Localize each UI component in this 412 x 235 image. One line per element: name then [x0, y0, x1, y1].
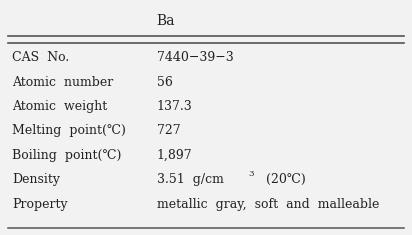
Text: 1,897: 1,897 — [157, 149, 192, 162]
Text: Density: Density — [12, 173, 61, 186]
Text: 3.51  g/cm: 3.51 g/cm — [157, 173, 223, 186]
Text: 727: 727 — [157, 124, 180, 137]
Text: Melting  point(℃): Melting point(℃) — [12, 124, 126, 137]
Text: CAS  No.: CAS No. — [12, 51, 70, 64]
Text: Atomic  weight: Atomic weight — [12, 100, 108, 113]
Text: 3: 3 — [248, 170, 253, 178]
Text: metallic  gray,  soft  and  malleable: metallic gray, soft and malleable — [157, 198, 379, 211]
Text: 7440−39−3: 7440−39−3 — [157, 51, 233, 64]
Text: Boiling  point(℃): Boiling point(℃) — [12, 149, 122, 162]
Text: Ba: Ba — [157, 14, 175, 28]
Text: Atomic  number: Atomic number — [12, 75, 114, 89]
Text: 137.3: 137.3 — [157, 100, 192, 113]
Text: 56: 56 — [157, 75, 173, 89]
Text: Property: Property — [12, 198, 68, 211]
Text: (20℃): (20℃) — [258, 173, 306, 186]
